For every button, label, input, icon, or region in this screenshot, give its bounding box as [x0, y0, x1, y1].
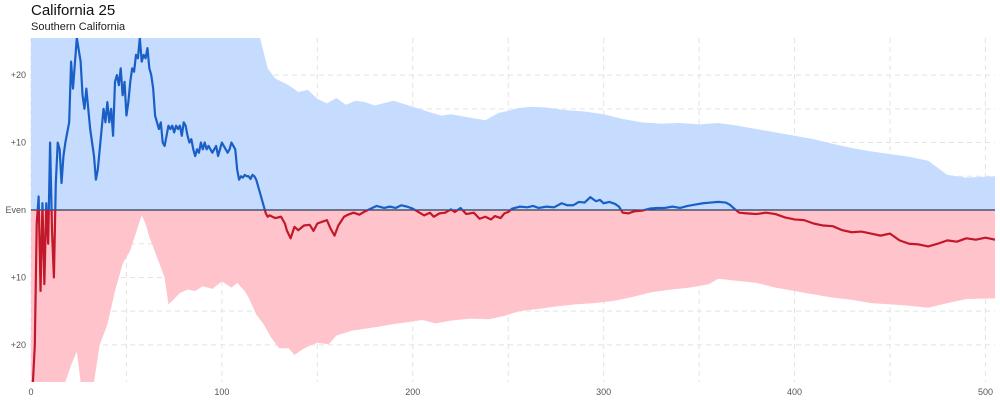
x-tick-label: 200 — [405, 387, 420, 397]
y-tick-label: +10 — [11, 138, 26, 148]
x-tick-label: 0 — [28, 387, 33, 397]
x-tick-label: 300 — [596, 387, 611, 397]
x-tick-label: 400 — [787, 387, 802, 397]
x-tick-label: 100 — [214, 387, 229, 397]
x-tick-label: 500 — [978, 387, 993, 397]
y-tick-label: Even — [5, 205, 26, 215]
y-tick-label: +20 — [11, 70, 26, 80]
axis-ticks: 0 100 200 300 400 500 +20 +10 Even +10 +20 — [5, 70, 992, 397]
margin-line-positive — [36, 38, 738, 210]
chart-title: California 25 — [31, 2, 116, 19]
uncertainty-band — [31, 38, 995, 382]
margin-line-positive-group — [36, 38, 738, 210]
band-lower-area — [31, 210, 995, 382]
band-upper-area — [31, 38, 995, 210]
y-tick-label: +10 — [11, 272, 26, 282]
chart-subtitle: Southern California — [31, 21, 126, 33]
y-tick-label: +20 — [11, 340, 26, 350]
margin-line — [31, 38, 995, 382]
